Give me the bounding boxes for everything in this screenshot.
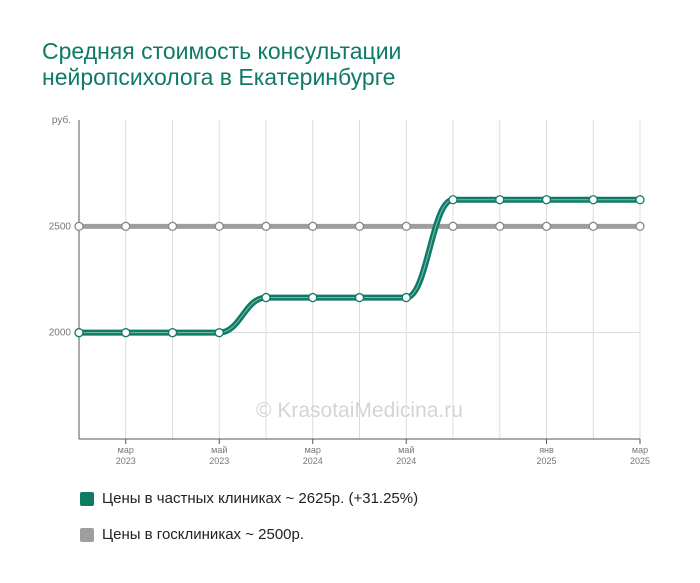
data-point-public xyxy=(401,221,411,231)
data-point-public xyxy=(214,221,224,231)
data-point-private xyxy=(308,292,318,303)
legend-label-private: Цены в частных клиниках ~ 2625р. (+31.25… xyxy=(102,490,419,507)
y-tick-label: 2500 xyxy=(49,221,72,232)
data-point-private xyxy=(74,328,84,338)
y-tick-label: 2000 xyxy=(49,328,72,339)
data-point-private xyxy=(167,328,178,338)
data-point-private xyxy=(261,292,271,303)
x-tick-label-year: 2023 xyxy=(209,456,229,466)
data-point-private xyxy=(121,328,131,338)
watermark: © KrasotaiMedicina.ru xyxy=(256,399,463,422)
x-tick-label-year: 2024 xyxy=(396,456,416,466)
data-point-public xyxy=(308,221,318,231)
x-tick-label-month: мар xyxy=(305,445,321,455)
x-tick-label-month: май xyxy=(398,445,414,455)
data-point-public xyxy=(121,221,131,231)
data-point-private xyxy=(354,292,365,303)
data-point-public xyxy=(261,221,271,231)
legend-item-public[interactable]: Цены в госклиниках ~ 2500р. xyxy=(80,526,304,543)
data-point-private xyxy=(495,195,505,205)
data-point-public xyxy=(495,221,505,231)
chart-title-line-1: Средняя стоимость консультации xyxy=(42,38,402,64)
data-point-private xyxy=(401,292,411,303)
data-point-public xyxy=(541,221,552,231)
data-point-public xyxy=(635,221,645,231)
data-point-private xyxy=(588,195,598,205)
x-tick-label-month: янв xyxy=(539,445,554,455)
legend-item-private[interactable]: Цены в частных клиниках ~ 2625р. (+31.25… xyxy=(80,490,418,507)
chart-title-line-2: нейропсихолога в Екатеринбурге xyxy=(42,64,396,90)
data-point-private xyxy=(541,195,552,205)
data-point-private xyxy=(214,328,224,338)
data-point-private xyxy=(448,195,458,205)
data-point-public xyxy=(588,221,598,231)
x-tick-label-year: 2024 xyxy=(303,456,323,466)
x-tick-label-month: май xyxy=(211,445,227,455)
x-tick-label-year: 2025 xyxy=(536,456,556,466)
y-axis-label: руб. xyxy=(52,114,71,126)
legend-swatch-private xyxy=(80,491,94,506)
x-tick-label-year: 2025 xyxy=(630,456,650,466)
data-point-public xyxy=(74,221,84,231)
data-point-public xyxy=(448,221,458,231)
x-tick-label-month: мар xyxy=(632,445,648,455)
x-tick-label-month: мар xyxy=(118,445,134,455)
legend-swatch-public xyxy=(80,527,94,542)
chart-title: Средняя стоимость консультации нейропсих… xyxy=(42,38,401,90)
legend-label-public: Цены в госклиниках ~ 2500р. xyxy=(102,526,305,543)
data-point-private xyxy=(635,195,645,205)
data-point-public xyxy=(354,221,365,231)
data-point-public xyxy=(167,221,178,231)
x-tick-label-year: 2023 xyxy=(116,456,136,466)
